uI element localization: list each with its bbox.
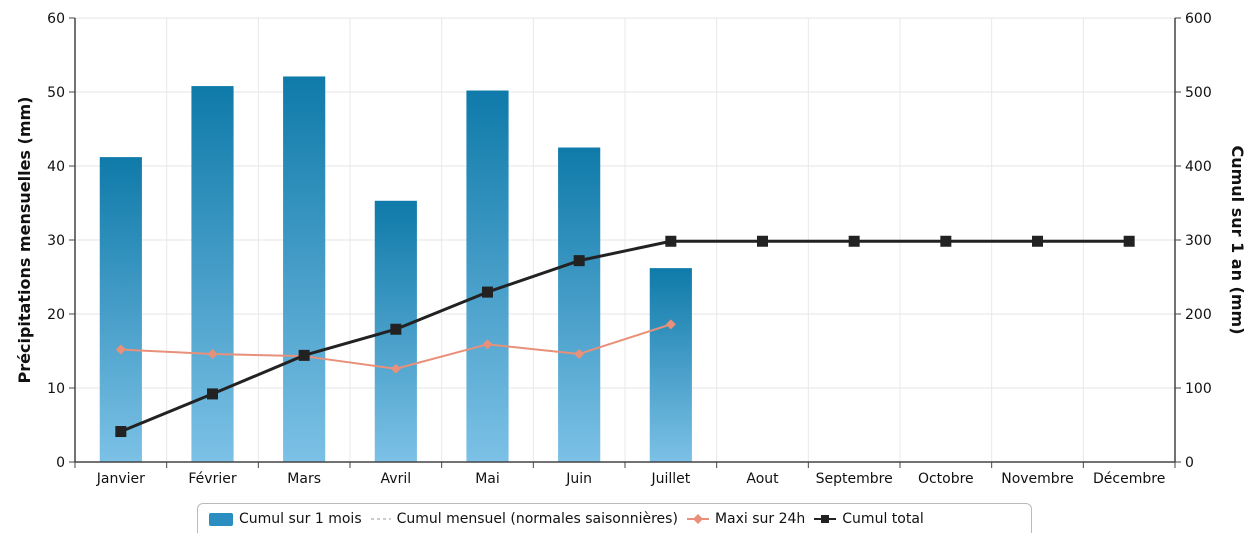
line-marker-swatch-icon: [686, 513, 709, 524]
data-point-diamond: [207, 348, 218, 359]
legend-item-cumul-1-mois: Cumul sur 1 mois: [208, 511, 362, 527]
bar: [191, 86, 234, 462]
bar: [283, 76, 326, 463]
legend-label: Cumul total: [842, 510, 924, 527]
series-line: [120, 239, 1130, 433]
x-tick-label: Décembre: [1093, 471, 1165, 487]
x-tick-label: Janvier: [96, 471, 145, 487]
line-square-swatch-icon: [814, 514, 837, 523]
x-tick-label: Février: [188, 471, 236, 487]
bar: [649, 268, 692, 462]
data-point-square: [298, 349, 310, 361]
legend-label: Maxi sur 24h: [714, 510, 806, 527]
legend-label: Cumul sur 1 mois: [239, 510, 362, 527]
x-tick-label: Avril: [381, 471, 412, 487]
y-right-tick-label: 200: [1185, 307, 1212, 323]
x-tick-label: Juillet: [650, 471, 690, 487]
data-point-square: [940, 235, 952, 247]
x-tick-label: Octobre: [918, 471, 974, 487]
x-tick-label: Aout: [746, 471, 779, 487]
data-point-square: [665, 235, 677, 247]
x-tick-label: Novembre: [1001, 471, 1074, 487]
data-point-diamond: [574, 348, 585, 359]
y-left-tick-label: 30: [47, 233, 65, 249]
y-left-tick-label: 0: [56, 455, 65, 471]
x-tick-label: Mars: [287, 471, 321, 487]
data-point-square: [482, 286, 493, 298]
data-point-square: [207, 388, 218, 400]
dashed-line-swatch-icon: [370, 517, 391, 520]
y-right-tick-label: 400: [1185, 159, 1212, 175]
y-left-tick-label: 40: [47, 159, 65, 175]
data-point-square: [573, 255, 585, 267]
y-left-tick-label: 10: [47, 381, 65, 397]
y-right-tick-label: 100: [1185, 381, 1212, 397]
data-point-diamond: [115, 344, 126, 355]
bar: [99, 157, 142, 462]
data-point-diamond: [482, 339, 493, 350]
y-left-tick-label: 60: [47, 11, 65, 27]
bar: [466, 90, 509, 463]
data-point-diamond: [390, 363, 401, 374]
x-tick-label: Mai: [475, 471, 500, 487]
data-point-square: [1123, 235, 1135, 247]
y-axis-left-title: Précipitations mensuelles (mm): [15, 97, 34, 384]
data-point-square: [757, 235, 768, 247]
data-point-square: [390, 323, 402, 335]
chart-legend: Cumul sur 1 mois Cumul mensuel (normales…: [197, 503, 1032, 533]
data-point-square: [1032, 235, 1043, 247]
y-right-tick-label: 500: [1185, 85, 1212, 101]
y-right-tick-label: 300: [1185, 233, 1212, 249]
x-tick-label: Juin: [565, 471, 592, 487]
y-right-tick-label: 0: [1185, 455, 1194, 471]
bar-swatch-icon: [209, 512, 233, 526]
legend-item-normales: Cumul mensuel (normales saisonnières): [370, 511, 678, 527]
line-series: [115, 235, 1135, 438]
legend-item-maxi-24h: Maxi sur 24h: [686, 511, 805, 527]
y-right-tick-label: 600: [1185, 11, 1212, 27]
legend-item-cumul-total: Cumul total: [813, 511, 924, 527]
y-axis-right-title: Cumul sur 1 an (mm): [1228, 145, 1247, 334]
bar: [558, 147, 601, 462]
legend-label: Cumul mensuel (normales saisonnières): [396, 510, 678, 527]
y-left-tick-label: 50: [47, 85, 65, 101]
y-left-tick-label: 20: [47, 307, 65, 323]
data-point-diamond: [665, 319, 676, 330]
data-point-square: [115, 426, 127, 438]
data-point-square: [848, 235, 860, 247]
x-tick-label: Septembre: [816, 471, 893, 487]
